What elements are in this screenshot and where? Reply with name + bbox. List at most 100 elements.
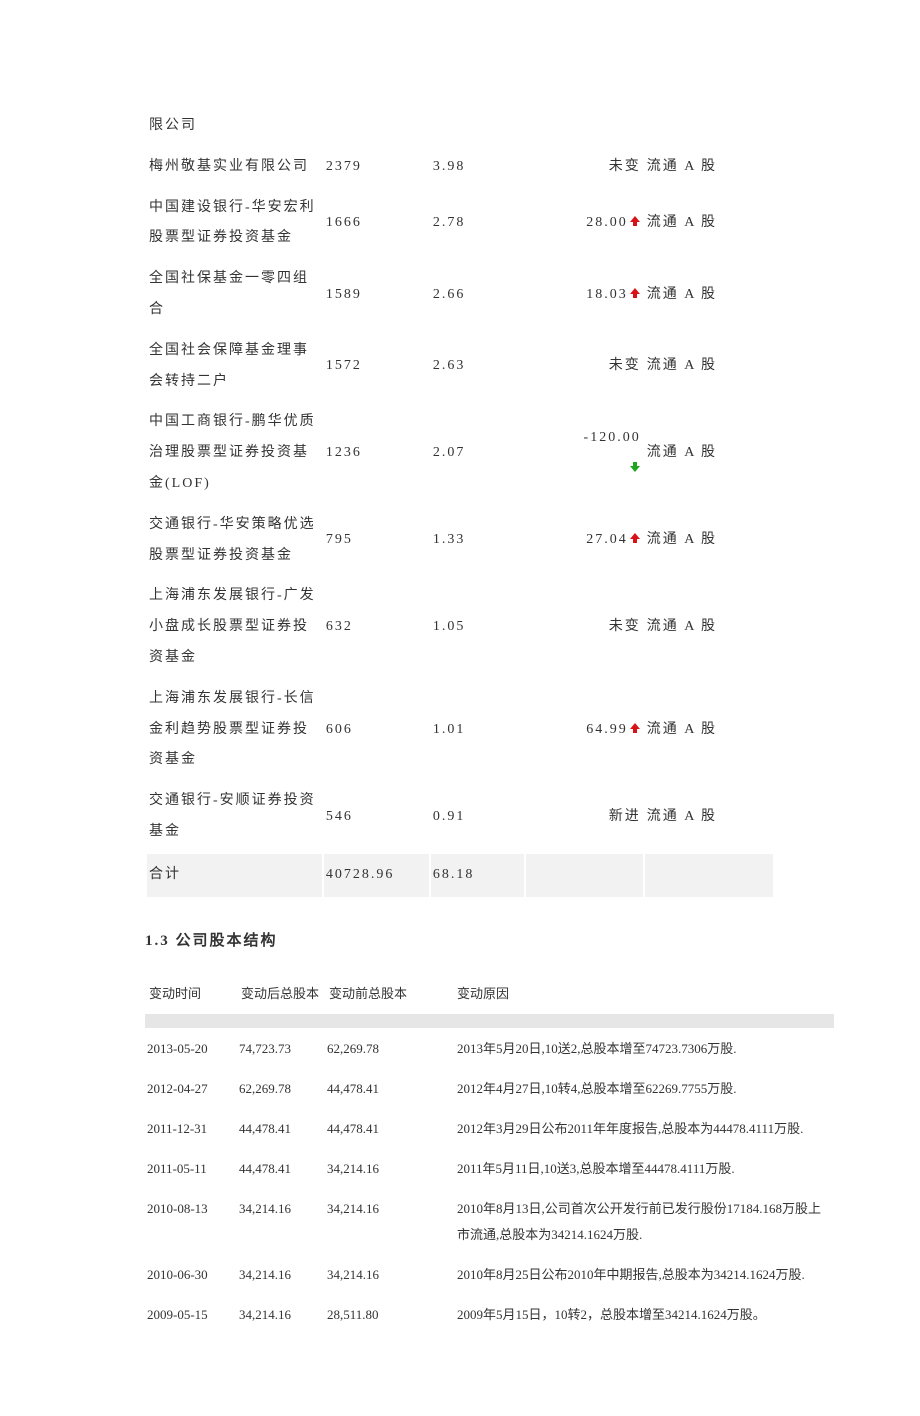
shareholder-shares: 1589	[324, 260, 429, 330]
capital-before: 44,478.41	[325, 1070, 415, 1108]
total-label: 合计	[147, 854, 322, 897]
shareholder-name: 中国工商银行-鹏华优质治理股票型证券投资基金(LOF)	[147, 403, 322, 503]
capital-before: 44,478.41	[325, 1110, 415, 1148]
shareholder-shares: 1572	[324, 332, 429, 402]
table-row: 全国社保基金一零四组合 1589 2.66 18.03 流通 A 股	[147, 260, 773, 330]
capital-reason: 2010年8月13日,公司首次公开发行前已发行股份17184.168万股上市流通…	[417, 1190, 834, 1254]
shareholder-name: 上海浦东发展银行-广发小盘成长股票型证券投资基金	[147, 577, 322, 677]
shareholder-name: 上海浦东发展银行-长信金利趋势股票型证券投资基金	[147, 680, 322, 780]
shareholder-pct: 2.78	[431, 189, 524, 259]
table-row: 梅州敬基实业有限公司 2379 3.98 未变 流通 A 股	[147, 148, 773, 187]
shareholder-change: 未变	[526, 148, 643, 187]
shareholder-pct: 2.66	[431, 260, 524, 330]
shareholder-change: 28.00	[526, 189, 643, 259]
shareholder-name-fragment: 限公司	[147, 107, 322, 146]
total-pct: 68.18	[431, 854, 524, 897]
capital-reason: 2011年5月11日,10送3,总股本增至44478.4111万股.	[417, 1150, 834, 1188]
capital-reason: 2012年3月29日公布2011年年度报告,总股本为44478.4111万股.	[417, 1110, 834, 1148]
capital-after: 62,269.78	[237, 1070, 323, 1108]
shareholder-pct: 1.01	[431, 680, 524, 780]
up-arrow-icon	[629, 287, 641, 299]
shareholder-name: 全国社保基金一零四组合	[147, 260, 322, 330]
capital-date: 2011-05-11	[145, 1150, 235, 1188]
shareholder-type: 流通 A 股	[645, 577, 773, 677]
shareholder-pct: 0.91	[431, 782, 524, 852]
capital-after: 34,214.16	[237, 1190, 323, 1254]
capital-header-after: 变动后总股本	[237, 980, 323, 1013]
shareholder-shares: 2379	[324, 148, 429, 187]
capital-structure-table: 变动时间 变动后总股本 变动前总股本 变动原因 2013-05-20 74,72…	[143, 978, 836, 1337]
shareholder-type: 流通 A 股	[645, 189, 773, 259]
total-row: 合计 40728.96 68.18	[147, 854, 773, 897]
capital-date: 2010-06-30	[145, 1256, 235, 1294]
shareholder-pct: 3.98	[431, 148, 524, 187]
capital-row: 2010-08-13 34,214.16 34,214.16 2010年8月13…	[145, 1190, 834, 1254]
capital-row: 2011-05-11 44,478.41 34,214.16 2011年5月11…	[145, 1150, 834, 1188]
shareholder-change: 未变	[526, 332, 643, 402]
capital-before: 34,214.16	[325, 1190, 415, 1254]
shareholder-shares: 1666	[324, 189, 429, 259]
capital-row: 2010-06-30 34,214.16 34,214.16 2010年8月25…	[145, 1256, 834, 1294]
capital-before: 34,214.16	[325, 1256, 415, 1294]
capital-after: 44,478.41	[237, 1110, 323, 1148]
shareholder-shares: 795	[324, 506, 429, 576]
shareholder-name: 交通银行-安顺证券投资基金	[147, 782, 322, 852]
capital-before: 34,214.16	[325, 1150, 415, 1188]
capital-before: 62,269.78	[325, 1030, 415, 1068]
down-arrow-icon	[629, 461, 641, 473]
table-row: 交通银行-安顺证券投资基金 546 0.91 新进 流通 A 股	[147, 782, 773, 852]
up-arrow-icon	[629, 532, 641, 544]
section-heading: 1.3 公司股本结构	[145, 929, 775, 950]
shareholder-pct: 1.05	[431, 577, 524, 677]
capital-header-reason: 变动原因	[417, 980, 834, 1013]
shareholder-pct: 2.63	[431, 332, 524, 402]
table-row: 上海浦东发展银行-广发小盘成长股票型证券投资基金 632 1.05 未变 流通 …	[147, 577, 773, 677]
shareholder-type: 流通 A 股	[645, 506, 773, 576]
capital-reason: 2012年4月27日,10转4,总股本增至62269.7755万股.	[417, 1070, 834, 1108]
shareholder-type: 流通 A 股	[645, 332, 773, 402]
shareholder-shares: 632	[324, 577, 429, 677]
capital-date: 2013-05-20	[145, 1030, 235, 1068]
shareholder-shares: 1236	[324, 403, 429, 503]
table-row: 上海浦东发展银行-长信金利趋势股票型证券投资基金 606 1.01 64.99 …	[147, 680, 773, 780]
capital-date: 2012-04-27	[145, 1070, 235, 1108]
capital-reason: 2013年5月20日,10送2,总股本增至74723.7306万股.	[417, 1030, 834, 1068]
shareholder-type: 流通 A 股	[645, 782, 773, 852]
capital-after: 74,723.73	[237, 1030, 323, 1068]
shareholder-type: 流通 A 股	[645, 148, 773, 187]
shareholder-name: 梅州敬基实业有限公司	[147, 148, 322, 187]
shareholder-shares: 606	[324, 680, 429, 780]
shareholder-pct: 2.07	[431, 403, 524, 503]
shareholder-type: 流通 A 股	[645, 403, 773, 503]
capital-after: 34,214.16	[237, 1256, 323, 1294]
shareholder-name: 交通银行-华安策略优选股票型证券投资基金	[147, 506, 322, 576]
table-row: 中国建设银行-华安宏利股票型证券投资基金 1666 2.78 28.00 流通 …	[147, 189, 773, 259]
shareholder-type: 流通 A 股	[645, 260, 773, 330]
table-row: 限公司	[147, 107, 773, 146]
capital-header-before: 变动前总股本	[325, 980, 415, 1013]
table-row: 交通银行-华安策略优选股票型证券投资基金 795 1.33 27.04 流通 A…	[147, 506, 773, 576]
capital-after: 44,478.41	[237, 1150, 323, 1188]
capital-reason: 2010年8月25日公布2010年中期报告,总股本为34214.1624万股.	[417, 1256, 834, 1294]
capital-row: 2012-04-27 62,269.78 44,478.41 2012年4月27…	[145, 1070, 834, 1108]
up-arrow-icon	[629, 215, 641, 227]
capital-date: 2010-08-13	[145, 1190, 235, 1254]
table-row: 中国工商银行-鹏华优质治理股票型证券投资基金(LOF) 1236 2.07 -1…	[147, 403, 773, 503]
shareholder-name: 全国社会保障基金理事会转持二户	[147, 332, 322, 402]
shareholder-name: 中国建设银行-华安宏利股票型证券投资基金	[147, 189, 322, 259]
capital-row: 2013-05-20 74,723.73 62,269.78 2013年5月20…	[145, 1030, 834, 1068]
shareholders-table: 限公司 梅州敬基实业有限公司 2379 3.98 未变 流通 A 股 中国建设银…	[145, 105, 775, 899]
up-arrow-icon	[629, 722, 641, 734]
total-shares: 40728.96	[324, 854, 429, 897]
capital-date: 2011-12-31	[145, 1110, 235, 1148]
shareholder-change: 未变	[526, 577, 643, 677]
capital-divider	[145, 1014, 834, 1028]
shareholder-change: 27.04	[526, 506, 643, 576]
capital-header-date: 变动时间	[145, 980, 235, 1013]
shareholder-change: 64.99	[526, 680, 643, 780]
shareholder-shares: 546	[324, 782, 429, 852]
shareholder-change: -120.00	[526, 403, 643, 503]
shareholder-change: 18.03	[526, 260, 643, 330]
shareholder-change: 新进	[526, 782, 643, 852]
shareholder-type: 流通 A 股	[645, 680, 773, 780]
